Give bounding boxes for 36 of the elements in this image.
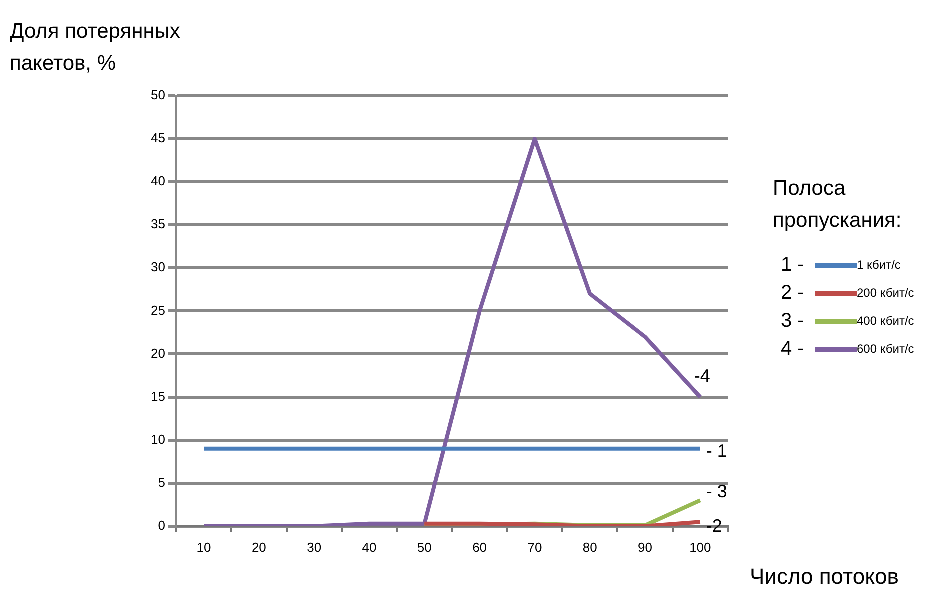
y-tick-label: 40 [150,174,166,189]
y-tick-label: 15 [150,388,166,404]
y-tick-label: 45 [150,130,166,146]
annotation: - 1 [706,440,728,461]
y-tick-label: 10 [150,432,166,447]
y-tick-label: 30 [150,260,166,275]
x-tick-label: 30 [307,540,322,555]
text: 2 - [781,282,806,304]
legend-label: 200 кбит/с [857,286,914,300]
y-tick-label: 5 [158,474,166,490]
y-tick-label: 0 [158,518,166,533]
y-tick-label: 20 [150,346,166,361]
y-tick-label: 35 [150,216,166,232]
x-tick-label: 80 [582,540,598,555]
text: 1 - [781,254,806,276]
text: 3 - [781,310,806,332]
x-tick-label: 10 [196,540,212,555]
legend-title: Полоса пропускания: [773,176,903,234]
legend-label: 1 кбит/с [857,258,901,272]
annotation: -2 [706,516,722,536]
x-tick-label: 60 [472,540,488,555]
x-tick-label: 40 [362,540,377,555]
y-axis-title: Доля потерянных пакетов, % [10,19,182,77]
annotation: - 3 [706,482,728,502]
text: 4 - [781,338,806,360]
y-tick-label: 25 [150,302,166,318]
y-tick-label: 50 [150,88,166,103]
x-tick-label: 50 [417,540,432,555]
x-tick-label: 70 [528,540,542,555]
x-axis-title: Число потоков [750,564,899,590]
legend-label: 400 кбит/с [857,314,914,328]
annotation: -4 [694,366,710,386]
x-tick-label: 100 [690,540,712,555]
legend-label: 600 кбит/с [857,342,914,356]
x-tick-label: 20 [252,540,266,555]
x-tick-label: 90 [638,540,653,555]
